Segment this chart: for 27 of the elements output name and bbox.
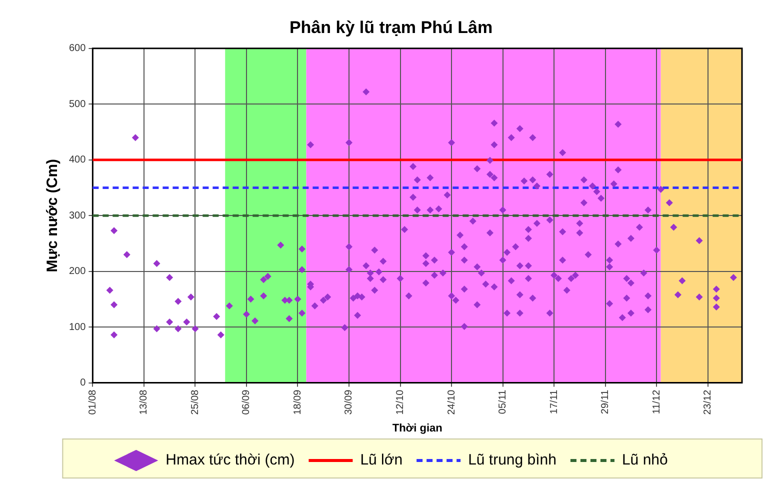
y-tick-label: 500: [68, 98, 86, 110]
x-tick-label: 18/09: [292, 389, 304, 415]
y-tick-label: 200: [68, 266, 86, 278]
x-tick-label: 25/08: [190, 389, 201, 415]
chart-title: Phân kỳ lũ trạm Phú Lâm: [289, 18, 493, 37]
x-tick-label: 29/11: [600, 389, 612, 414]
x-tick-label: 06/09: [241, 389, 252, 415]
x-tick-label: 01/08: [87, 389, 98, 415]
y-tick-label: 0: [80, 378, 86, 389]
x-tick-label: 30/09: [344, 389, 355, 415]
y-axis-title: Mực nước (Cm): [44, 158, 62, 272]
legend-label: Lũ trung bình: [468, 452, 556, 469]
y-tick-label: 300: [68, 210, 86, 222]
y-tick-label: 100: [68, 322, 86, 333]
x-tick-label: 11/12: [651, 389, 662, 414]
x-axis-title: Thời gian: [392, 422, 443, 434]
legend-label: Lũ nhỏ: [622, 452, 668, 469]
x-tick-label: 12/10: [395, 389, 406, 415]
x-tick-label: 24/10: [446, 389, 458, 415]
legend-label: Lũ lớn: [360, 452, 403, 469]
legend-label: Hmax tức thời (cm): [166, 452, 295, 469]
x-tick-label: 13/08: [138, 389, 150, 415]
x-tick-label: 05/11: [498, 389, 509, 414]
y-tick-label: 400: [68, 154, 86, 166]
x-tick-label: 23/12: [702, 389, 714, 415]
y-tick-label: 600: [68, 43, 86, 54]
x-tick-label: 17/11: [548, 389, 560, 414]
